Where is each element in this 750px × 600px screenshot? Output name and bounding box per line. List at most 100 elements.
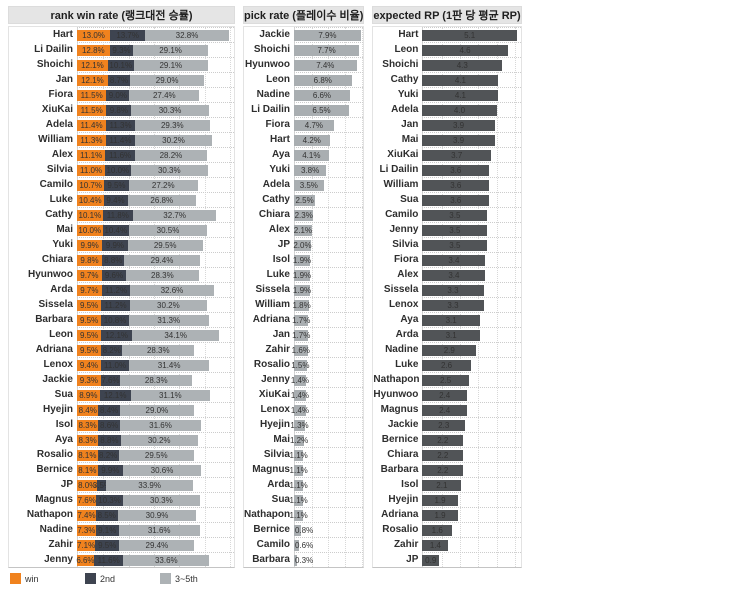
- category-label: Lenox: [43, 359, 73, 370]
- legend-label-3-5th: 3~5th: [175, 573, 198, 584]
- bar: [294, 165, 327, 176]
- category-label: Sua: [54, 389, 73, 400]
- bar-track: 10.4% 9.4% 26.8%: [77, 192, 234, 207]
- bar-track: 9.3% 7.6% 28.3%: [77, 372, 234, 387]
- category-label: Magnus: [35, 494, 73, 505]
- bar-segment-3~5th: [134, 120, 210, 131]
- bar-value-label: 13.0%: [82, 31, 105, 40]
- category-label: Adela: [262, 179, 290, 190]
- bar-segment-win: [77, 285, 102, 296]
- category-label: Mai: [273, 434, 290, 445]
- bar-track: 9.5% 8.2% 28.3%: [77, 342, 234, 357]
- bar-value-label: 2.3%: [294, 211, 313, 220]
- bar-value-label: 30.5%: [156, 226, 180, 235]
- bar-value-label: 9.4%: [106, 196, 125, 205]
- category-label: Nathapon: [373, 374, 420, 385]
- bar-segment-3~5th: [128, 180, 198, 191]
- category-label: Yuki: [269, 164, 290, 175]
- bar-row: JP 0.9: [373, 552, 521, 567]
- category-label: Jackie: [387, 419, 419, 430]
- category-label: Cathy: [262, 194, 290, 205]
- bar-row: Hyejin 8.4% 8.4% 29.0%: [9, 402, 234, 417]
- bar-track: 10.0% 10.4% 30.5%: [77, 222, 234, 237]
- bar-value-label: 30.3%: [158, 106, 182, 115]
- bar-segment-3~5th: [134, 150, 207, 161]
- bar-row: Mai 10.0% 10.4% 30.5%: [9, 222, 234, 237]
- category-label: Li Dailin: [34, 44, 73, 55]
- bar-row: Nadine 6.6%: [244, 87, 364, 102]
- bar: [294, 510, 304, 521]
- bar-value-label: 6.6%: [76, 556, 95, 565]
- bar-track: 11.5% 9.0% 27.4%: [77, 87, 234, 102]
- bar-value-label: 8.8%: [100, 436, 119, 445]
- bar-row: Bernice 2.2: [373, 432, 521, 447]
- bar-track: 10.1% 11.8% 32.7%: [77, 207, 234, 222]
- bar-value-label: 2.1: [436, 481, 448, 490]
- category-label: Zahir: [48, 539, 73, 550]
- bar: [294, 555, 297, 566]
- bar-segment-3~5th: [127, 240, 203, 251]
- bar-value-label: 1.9: [434, 511, 446, 520]
- bar: [294, 135, 330, 146]
- bar: [422, 105, 497, 116]
- category-label: Adriana: [381, 509, 419, 520]
- bar-segment-win: [77, 300, 102, 311]
- bar-value-label: 7.4%: [77, 511, 96, 520]
- bar-track: 7.9%: [294, 27, 364, 42]
- bar-track: 2.4: [422, 387, 521, 402]
- category-label: Bernice: [36, 464, 73, 475]
- category-label: William: [383, 179, 419, 190]
- bar-row: Hyunwoo 9.7% 9.6% 28.3%: [9, 267, 234, 282]
- category-label: Silvia: [263, 449, 290, 460]
- bar-segment-win: [77, 180, 105, 191]
- bar: [422, 420, 466, 431]
- bar-track: 6.5%: [294, 102, 364, 117]
- bar-track: 8.4% 8.4% 29.0%: [77, 402, 234, 417]
- bar-value-label: 10.4%: [104, 226, 128, 235]
- bar-row: Silvia 1.1%: [244, 447, 364, 462]
- bar-track: 3.3: [422, 282, 521, 297]
- plot-rank-win-rate: Hart 13.0% 13.7% 32.8% Li Dailin 12.8% 9.3% 29.…: [8, 26, 235, 568]
- category-label: Magnus: [380, 404, 419, 415]
- bar-value-label: 3.5: [449, 241, 461, 250]
- bar-segment-2nd: [103, 195, 128, 206]
- bar: [294, 45, 360, 56]
- category-label: William: [38, 134, 73, 145]
- bar-value-label: 31.3%: [157, 316, 181, 325]
- bar: [294, 435, 305, 446]
- bar-segment-3~5th: [134, 135, 213, 146]
- bar-value-label: 30.3%: [157, 166, 181, 175]
- bar-row: Zahir 1.6%: [244, 342, 364, 357]
- bar-value-label: 8.1%: [78, 451, 97, 460]
- bar-value-label: 2.5: [440, 376, 452, 385]
- bar-segment-3~5th: [119, 405, 194, 416]
- category-label: Li Dailin: [251, 104, 290, 115]
- bar-row: Fiora 3.4: [373, 252, 521, 267]
- category-label: Luke: [49, 194, 73, 205]
- bar-value-label: 29.3%: [160, 121, 184, 130]
- bar-value-label: 1.9: [434, 496, 446, 505]
- bar: [294, 390, 306, 401]
- bar: [422, 75, 499, 86]
- category-label: XiuKai: [41, 104, 73, 115]
- bar-value-label: 11.4%: [80, 121, 103, 130]
- bar-track: 7.3% 9.1% 31.6%: [77, 522, 234, 537]
- bar-value-label: 3.6: [450, 196, 462, 205]
- bar-segment-win: [77, 240, 103, 251]
- bar-segment-3~5th: [145, 30, 229, 41]
- bar-track: 0.9: [422, 552, 521, 567]
- bar: [294, 150, 329, 161]
- bar-segment-2nd: [102, 225, 130, 236]
- bar-segment-3~5th: [127, 195, 196, 206]
- category-label: Mai: [56, 224, 73, 235]
- bar-row: JP 2.0%: [244, 237, 364, 252]
- category-label: Camilo: [256, 539, 290, 550]
- bar-track: 7.4%: [294, 57, 364, 72]
- bar-row: Sissela 9.5% 11.2% 30.2%: [9, 297, 234, 312]
- bar-track: 1.7%: [292, 327, 364, 342]
- bar-segment-win: [77, 60, 108, 71]
- bar: [422, 180, 490, 191]
- panel-rank-win-rate: rank win rate (랭크대전 승률) Hart 13.0% 13.7% 32…: [8, 6, 235, 584]
- bar-value-label: 29.5%: [144, 451, 168, 460]
- legend-label-win: win: [25, 573, 39, 584]
